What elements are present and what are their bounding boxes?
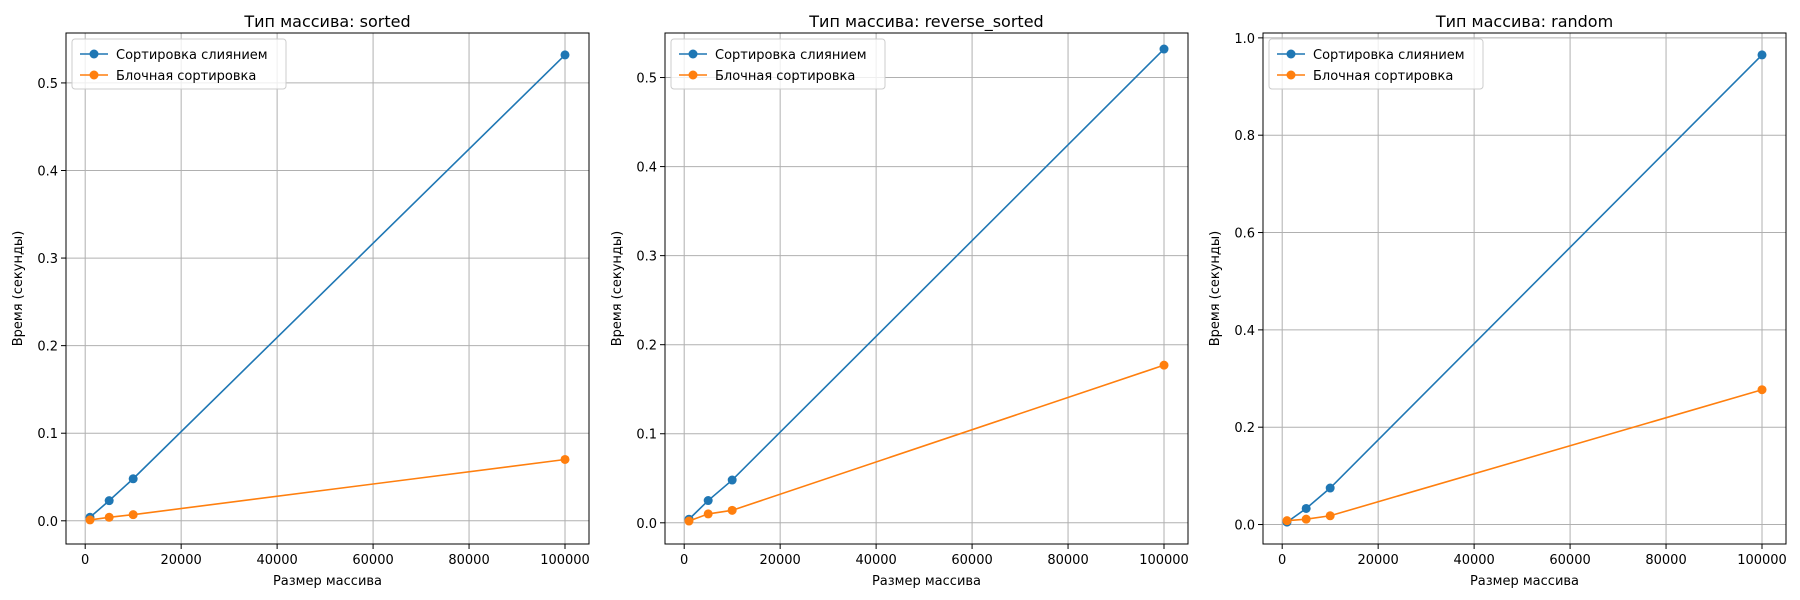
series-line-1: [688, 364, 1165, 522]
x-tick-label: 20000: [160, 553, 201, 568]
chart-panel-1: 0 20000 40000 60000 80000 100000 0.0 0.1 0.2 0.3 0…: [610, 12, 1189, 589]
axes-frame: [1262, 32, 1787, 545]
data-point: [1159, 360, 1169, 370]
y-tick-label: 0.4: [1234, 324, 1255, 339]
legend: Сортировка слиянием Блочная сортировка: [1268, 38, 1484, 90]
x-tick-label: 40000: [855, 553, 896, 568]
data-point: [727, 505, 737, 515]
chart-panel-2: 0 20000 40000 60000 80000 100000 0.0 0.2 0.4 0.6 0…: [1208, 12, 1787, 589]
data-point: [1282, 516, 1292, 526]
legend-label: Сортировка слиянием: [116, 48, 268, 63]
y-tick-label: 1.0: [1234, 32, 1255, 47]
legend-marker: [1286, 49, 1296, 59]
chart-title: Тип массива: random: [1435, 12, 1613, 31]
y-axis-label: Время (секунды): [11, 231, 26, 347]
x-tick-label: 80000: [448, 553, 489, 568]
data-point: [560, 454, 570, 464]
legend-label: Блочная сортировка: [116, 69, 256, 84]
y-tick-label: 0.2: [1234, 421, 1255, 436]
legend-marker: [89, 49, 99, 59]
legend-label: Блочная сортировка: [715, 69, 855, 84]
legend: Сортировка слиянием Блочная сортировка: [71, 38, 287, 90]
y-tick-label: 0.0: [37, 515, 58, 530]
y-tick-label: 0.2: [37, 340, 58, 355]
axes-frame: [65, 32, 590, 545]
x-tick-label: 0: [680, 553, 688, 568]
series-line-0: [89, 54, 566, 518]
legend-marker: [688, 49, 698, 59]
y-tick-label: 0.4: [636, 161, 657, 176]
y-tick-label: 0.3: [636, 250, 657, 265]
series-line-1: [89, 458, 566, 521]
data-point: [703, 509, 713, 519]
data-point: [1757, 50, 1767, 60]
y-tick-label: 0.1: [37, 427, 58, 442]
y-tick-label: 0.0: [636, 517, 657, 532]
legend-marker: [688, 70, 698, 80]
x-tick-label: 100000: [1139, 553, 1189, 568]
x-tick-label: 0: [81, 553, 89, 568]
chart-panel-0: 0 20000 40000 60000 80000 100000 0.0 0.1 0.2 0.3 0…: [11, 12, 590, 589]
x-tick-label: 60000: [352, 553, 393, 568]
legend-marker: [1286, 70, 1296, 80]
x-tick-label: 60000: [951, 553, 992, 568]
data-point: [1325, 483, 1335, 493]
legend-box: [71, 38, 287, 90]
legend-label: Сортировка слиянием: [715, 48, 867, 63]
x-tick-label: 20000: [759, 553, 800, 568]
axes-frame: [664, 32, 1189, 545]
y-tick-label: 0.8: [1234, 129, 1255, 144]
data-point: [1301, 503, 1311, 513]
x-tick-label: 0: [1278, 553, 1286, 568]
x-tick-label: 60000: [1549, 553, 1590, 568]
y-tick-label: 0.6: [1234, 227, 1255, 242]
y-tick-label: 0.2: [636, 339, 657, 354]
data-point: [1325, 511, 1335, 521]
x-tick-label: 100000: [540, 553, 590, 568]
y-axis-label: Время (секунды): [610, 231, 625, 347]
y-axis-label: Время (секунды): [1208, 231, 1223, 347]
data-point: [1159, 44, 1169, 54]
series-line-1: [1286, 388, 1763, 522]
series-line-0: [688, 48, 1165, 520]
legend: Сортировка слиянием Блочная сортировка: [670, 38, 886, 90]
data-point: [104, 496, 114, 506]
x-axis-label: Размер массива: [273, 574, 382, 589]
data-point: [104, 512, 114, 522]
data-point: [1757, 385, 1767, 395]
data-point: [703, 496, 713, 506]
x-tick-label: 40000: [256, 553, 297, 568]
x-axis-label: Размер массива: [872, 574, 981, 589]
data-point: [684, 516, 694, 526]
x-tick-label: 100000: [1737, 553, 1787, 568]
series-line-0: [1286, 54, 1763, 523]
y-tick-label: 0.3: [37, 252, 58, 267]
data-point: [128, 510, 138, 520]
data-point: [1301, 514, 1311, 524]
y-tick-label: 0.5: [636, 72, 657, 87]
data-point: [85, 515, 95, 525]
chart-title: Тип массива: sorted: [243, 12, 410, 31]
chart-title: Тип массива: reverse_sorted: [808, 12, 1043, 32]
y-tick-label: 0.5: [37, 77, 58, 92]
legend-label: Сортировка слиянием: [1313, 48, 1465, 63]
data-point: [560, 50, 570, 60]
data-point: [727, 475, 737, 485]
legend-label: Блочная сортировка: [1313, 69, 1453, 84]
y-tick-label: 0.4: [37, 164, 58, 179]
data-point: [128, 474, 138, 484]
x-tick-label: 80000: [1047, 553, 1088, 568]
x-tick-label: 80000: [1645, 553, 1686, 568]
legend-box: [670, 38, 886, 90]
legend-box: [1268, 38, 1484, 90]
x-tick-label: 40000: [1453, 553, 1494, 568]
y-tick-label: 0.0: [1234, 519, 1255, 534]
x-tick-label: 20000: [1357, 553, 1398, 568]
y-tick-label: 0.1: [636, 428, 657, 443]
x-axis-label: Размер массива: [1470, 574, 1579, 589]
legend-marker: [89, 70, 99, 80]
